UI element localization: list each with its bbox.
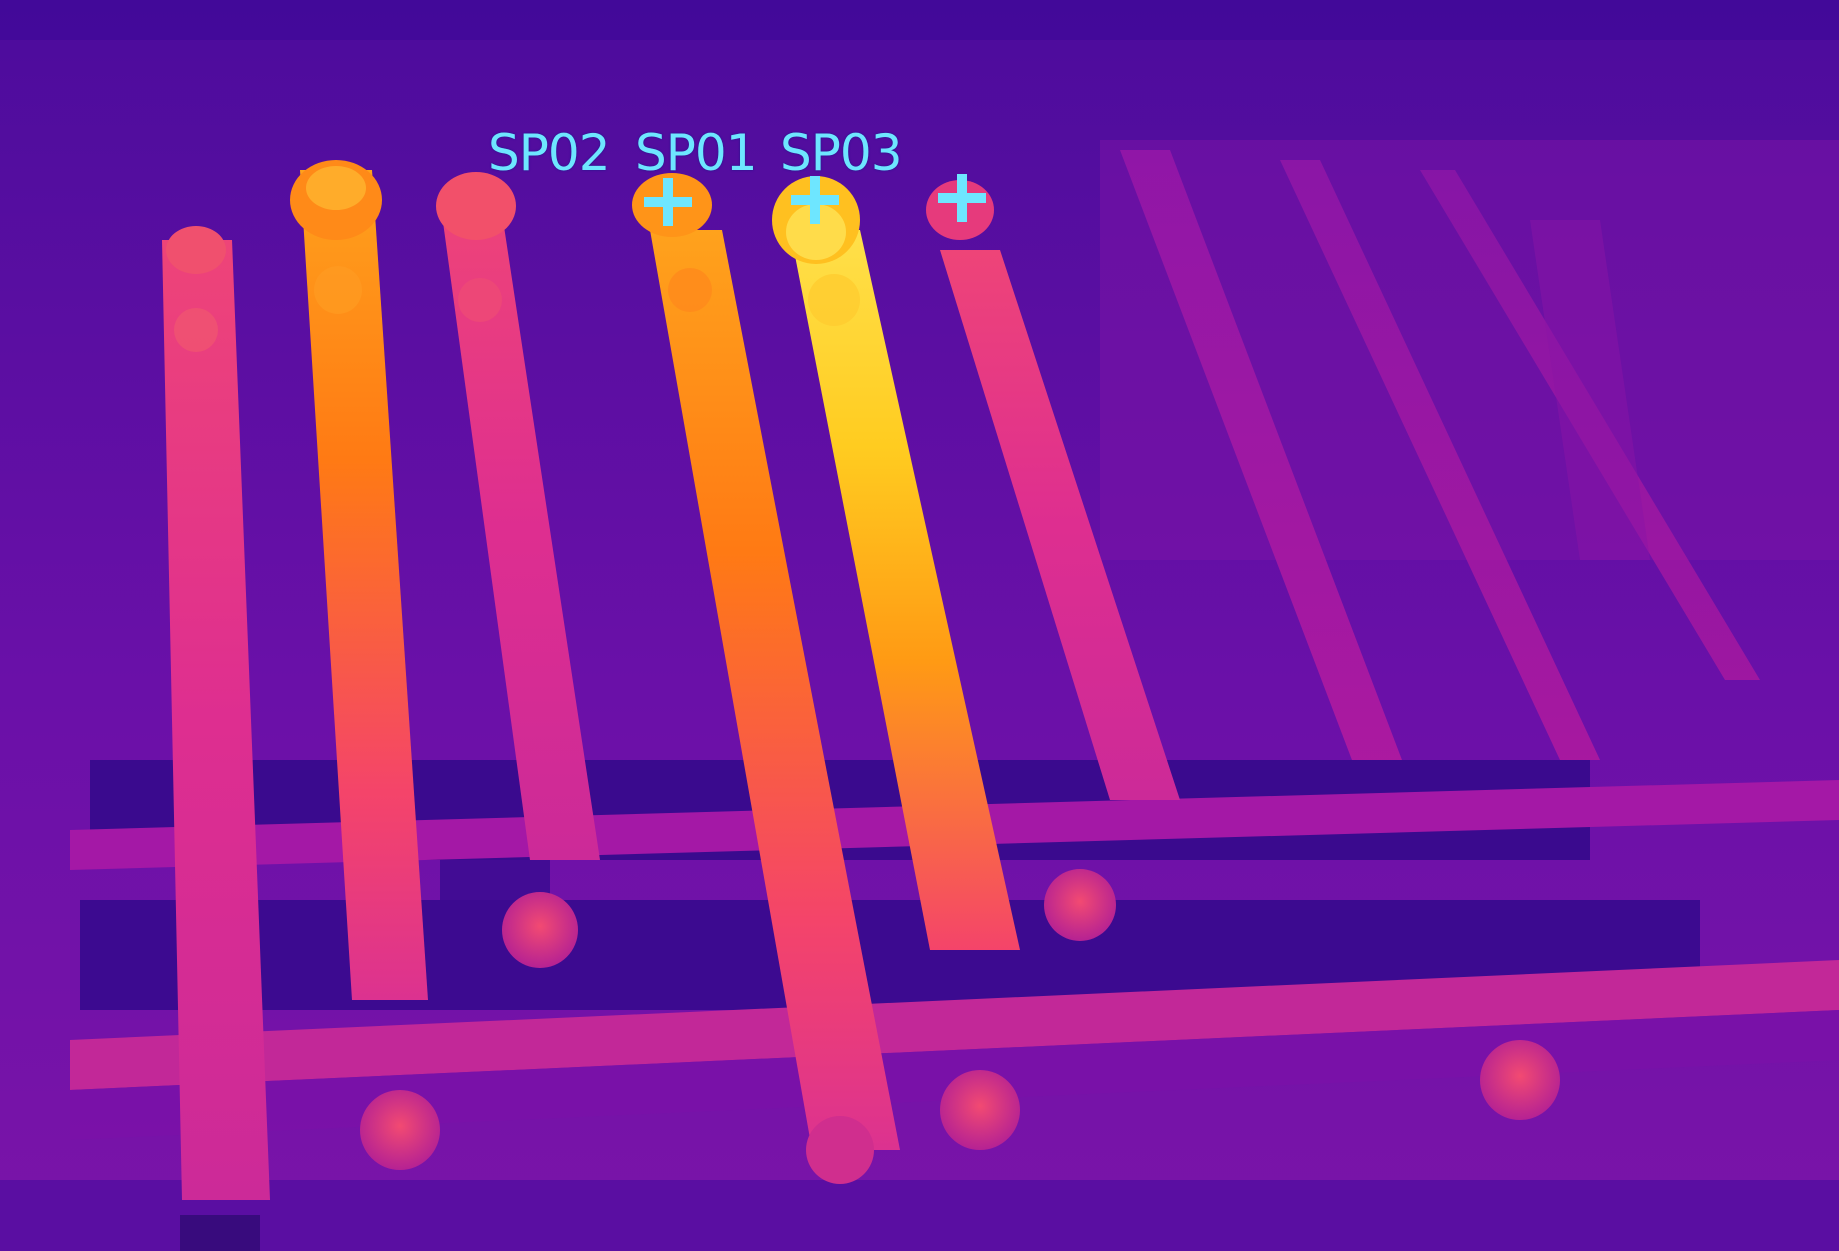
crosshair-icon (938, 174, 986, 222)
crosshair-icon (791, 176, 839, 224)
spot-label-sp03: SP03 (780, 124, 903, 182)
spot-label-sp01: SP01 (635, 124, 758, 182)
spot-label-sp02: SP02 (488, 124, 611, 182)
crosshair-icon (644, 178, 692, 226)
